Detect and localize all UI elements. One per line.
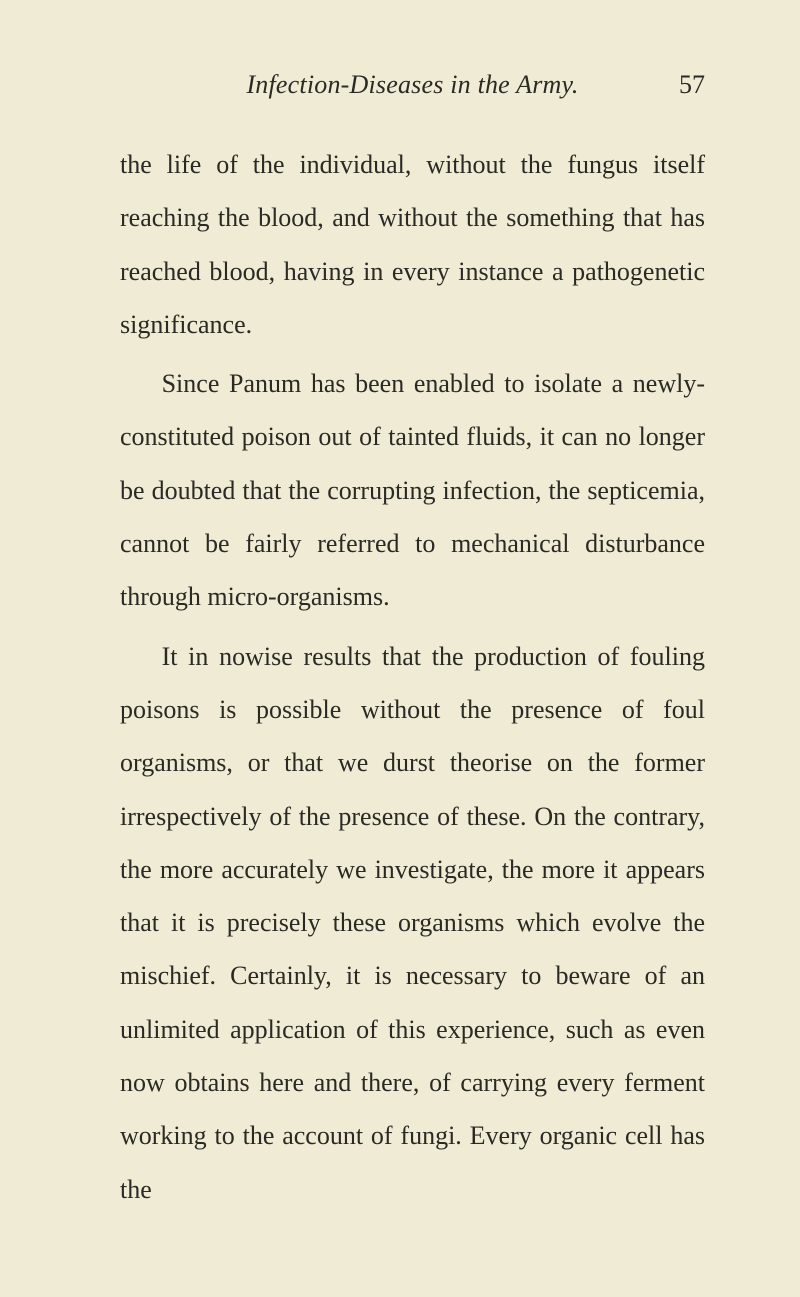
paragraph: the life of the individual, without the … — [120, 138, 705, 351]
paragraph: It in nowise results that the production… — [120, 630, 705, 1216]
book-page: Infection-Diseases in the Army. 57 the l… — [0, 0, 800, 1297]
paragraph: Since Panum has been enabled to isolate … — [120, 357, 705, 623]
page-header: Infection-Diseases in the Army. 57 — [120, 70, 705, 100]
body-text: the life of the individual, without the … — [120, 138, 705, 1216]
page-number: 57 — [679, 70, 705, 100]
running-title: Infection-Diseases in the Army. — [246, 70, 578, 100]
